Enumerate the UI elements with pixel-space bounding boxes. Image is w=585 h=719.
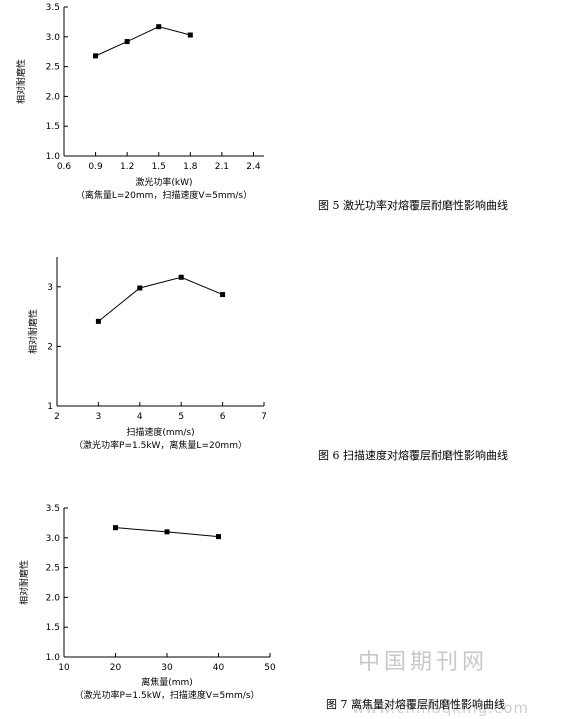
x-tick-label: 2.1 <box>215 162 229 172</box>
y-tick-label: 1.0 <box>46 152 61 162</box>
x-axis-label: 扫描速度(mm/s) <box>126 426 194 438</box>
series-line <box>98 276 223 322</box>
y-tick-label: 1.5 <box>46 623 60 633</box>
x-tick-label: 3 <box>96 412 102 422</box>
x-tick-label: 30 <box>161 663 173 673</box>
x-tick-label: 0.9 <box>88 162 103 172</box>
y-axis-label: 相对耐磨性 <box>27 309 39 354</box>
x-tick-label: 40 <box>213 663 225 673</box>
y-tick-label: 2.5 <box>46 564 60 574</box>
condition-note: （激光功率P=1.5kW，扫描速度V=5mm/s） <box>74 689 259 701</box>
x-tick-label: 50 <box>264 663 276 673</box>
x-tick-label: 20 <box>110 663 122 673</box>
y-tick-label: 1.0 <box>46 653 61 663</box>
x-axis-label: 激光功率(kW) <box>135 176 192 188</box>
caption-figure-6: 图 6 扫描速度对熔覆层耐磨性影响曲线 <box>318 448 508 462</box>
y-axis-label: 相对耐磨性 <box>15 59 27 104</box>
condition-note: （离焦量L=20mm，扫描速度V=5mm/s） <box>76 189 252 201</box>
y-tick-label: 1 <box>47 402 53 412</box>
data-point <box>164 529 170 535</box>
data-point <box>93 53 99 59</box>
data-point <box>187 32 193 38</box>
data-point <box>178 274 184 280</box>
data-point <box>220 292 226 298</box>
data-point <box>113 525 118 531</box>
x-tick-label: 0.6 <box>57 162 72 172</box>
caption-figure-5: 图 5 激光功率对熔覆层耐磨性影响曲线 <box>318 198 508 212</box>
data-point <box>95 318 101 324</box>
y-tick-label: 3 <box>47 283 53 293</box>
x-tick-label: 1.5 <box>152 162 166 172</box>
data-point <box>137 285 143 291</box>
condition-note: （激光功率P=1.5kW，离焦量L=20mm） <box>74 439 247 451</box>
chart-laser-power: 0.6 0.9 1.2 1.5 1.8 2.1 2.4 1.0 1.5 2.0 2.5 3.0 3.5 激… <box>15 3 264 201</box>
y-tick-label: 3.0 <box>46 33 61 43</box>
watermark-logo-text: 中国期刊网 <box>358 650 488 675</box>
x-tick-label: 1.2 <box>120 162 134 172</box>
chart-defocus: 10 20 30 40 50 1.0 1.5 2.0 2.5 3.0 3.5 离焦量(mm)（激光功率… <box>18 504 276 701</box>
y-tick-label: 2 <box>47 342 53 352</box>
y-tick-label: 2.0 <box>46 92 61 102</box>
x-tick-label: 7 <box>261 412 267 422</box>
x-tick-label: 2 <box>54 412 60 422</box>
chart-scan-speed: 2 3 4 5 6 7123扫描速度(mm/s)（激光功率P=1.5kW，离焦量L=20m… <box>27 257 267 451</box>
x-tick-label: 2.4 <box>246 162 261 172</box>
y-tick-label: 2.0 <box>46 593 61 603</box>
y-tick-label: 3.5 <box>46 504 60 514</box>
series-line <box>95 26 191 57</box>
y-tick-label: 1.5 <box>46 122 60 132</box>
watermark-url: www.chinaqking.com <box>352 699 529 717</box>
x-axis-label: 离焦量(mm) <box>141 676 193 688</box>
x-tick-label: 10 <box>58 663 70 673</box>
y-tick-label: 2.5 <box>46 63 60 73</box>
data-point <box>216 534 221 540</box>
x-tick-label: 4 <box>137 412 143 422</box>
data-point <box>156 24 162 30</box>
x-tick-label: 6 <box>220 412 226 422</box>
x-tick-label: 5 <box>178 412 184 422</box>
data-point <box>124 39 130 45</box>
y-axis-label: 相对耐磨性 <box>18 560 30 605</box>
y-tick-label: 3.0 <box>46 534 61 544</box>
x-tick-label: 1.8 <box>183 162 198 172</box>
y-tick-label: 3.5 <box>46 3 60 13</box>
caption-figure-7: 图 7 离焦量对熔覆层耐磨性影响曲线 <box>326 697 505 711</box>
